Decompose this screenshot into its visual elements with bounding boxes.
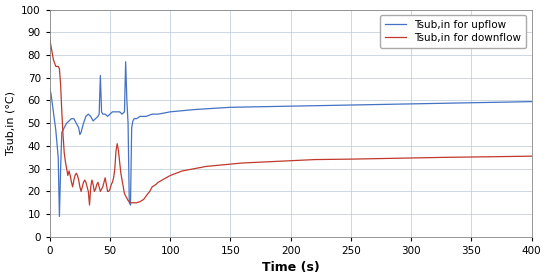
Tsub,in for upflow: [75, 126, 82, 129]
Tsub,in for upflow: [126, 201, 132, 204]
Tsub,in for upflow: [56, 215, 63, 218]
Line: Tsub,in for upflow: Tsub,in for upflow: [50, 62, 532, 216]
Legend: Tsub,in for upflow, Tsub,in for downflow: Tsub,in for upflow, Tsub,in for downflow: [380, 15, 526, 48]
Tsub,in for downflow: [72, 174, 78, 177]
Tsub,in for downflow: [63, 167, 70, 170]
Tsub,in for upflow: [528, 100, 535, 103]
Tsub,in for upflow: [131, 117, 137, 120]
Tsub,in for upflow: [408, 102, 415, 106]
Line: Tsub,in for downflow: Tsub,in for downflow: [50, 39, 532, 205]
Y-axis label: Tsub,in (°C): Tsub,in (°C): [5, 91, 15, 155]
Tsub,in for upflow: [123, 60, 129, 64]
Tsub,in for upflow: [167, 110, 173, 113]
Tsub,in for upflow: [77, 133, 83, 136]
Tsub,in for downflow: [528, 155, 535, 158]
Tsub,in for downflow: [239, 161, 246, 165]
Tsub,in for downflow: [46, 38, 53, 41]
Tsub,in for downflow: [86, 203, 93, 207]
Tsub,in for downflow: [92, 187, 99, 191]
Tsub,in for upflow: [46, 87, 53, 91]
Tsub,in for downflow: [61, 151, 67, 155]
Tsub,in for downflow: [106, 190, 112, 193]
X-axis label: Time (s): Time (s): [262, 262, 319, 274]
